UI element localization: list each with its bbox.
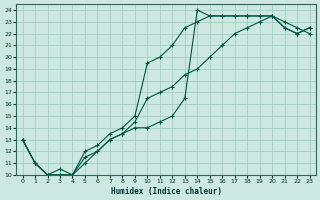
X-axis label: Humidex (Indice chaleur): Humidex (Indice chaleur) [111, 187, 221, 196]
